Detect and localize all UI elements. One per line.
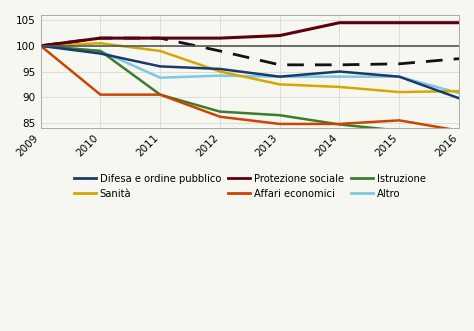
Legend: Difesa e ordine pubblico, Sanità, Protezione sociale, Affari economici, Istruzio: Difesa e ordine pubblico, Sanità, Protez…: [73, 174, 426, 199]
